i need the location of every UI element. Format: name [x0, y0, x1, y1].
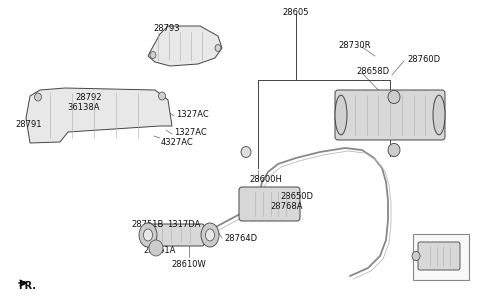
Ellipse shape	[150, 52, 156, 58]
Text: 28650D: 28650D	[280, 192, 313, 201]
Ellipse shape	[388, 90, 400, 104]
Ellipse shape	[149, 240, 163, 256]
Ellipse shape	[139, 223, 157, 247]
Text: 28760D: 28760D	[407, 55, 440, 64]
Text: 28764D: 28764D	[224, 234, 257, 243]
Ellipse shape	[205, 229, 215, 241]
Text: 28658D: 28658D	[356, 67, 389, 76]
FancyBboxPatch shape	[146, 224, 204, 246]
Polygon shape	[26, 88, 172, 143]
Text: 28768A: 28768A	[270, 202, 302, 211]
Text: 1327AC: 1327AC	[174, 128, 207, 137]
Text: 1327AC: 1327AC	[176, 110, 209, 119]
FancyBboxPatch shape	[239, 187, 300, 221]
Ellipse shape	[35, 93, 41, 101]
Text: 1317DA: 1317DA	[167, 220, 200, 229]
Ellipse shape	[335, 95, 347, 135]
Ellipse shape	[144, 229, 153, 241]
Ellipse shape	[433, 95, 445, 135]
Text: 28761A: 28761A	[144, 246, 176, 255]
Text: 28792: 28792	[75, 93, 102, 102]
Bar	[413, 234, 469, 280]
Ellipse shape	[412, 251, 420, 261]
Ellipse shape	[158, 92, 166, 100]
Text: 4327AC: 4327AC	[161, 138, 194, 147]
Text: 28605: 28605	[283, 8, 309, 17]
Text: 28751B: 28751B	[132, 220, 164, 229]
Text: 28610W: 28610W	[172, 260, 206, 269]
Text: FR.: FR.	[18, 281, 36, 291]
FancyBboxPatch shape	[335, 90, 445, 140]
Ellipse shape	[241, 146, 251, 158]
Ellipse shape	[215, 45, 221, 52]
FancyBboxPatch shape	[418, 242, 460, 270]
Text: 28793: 28793	[154, 24, 180, 33]
Text: 28730R: 28730R	[339, 41, 371, 50]
Text: 28641A: 28641A	[432, 245, 464, 254]
Ellipse shape	[388, 143, 400, 157]
Text: 28600H: 28600H	[250, 175, 282, 184]
Text: 28791: 28791	[15, 120, 42, 129]
Polygon shape	[148, 26, 222, 66]
Text: 36138A: 36138A	[68, 103, 100, 112]
Ellipse shape	[201, 223, 219, 247]
